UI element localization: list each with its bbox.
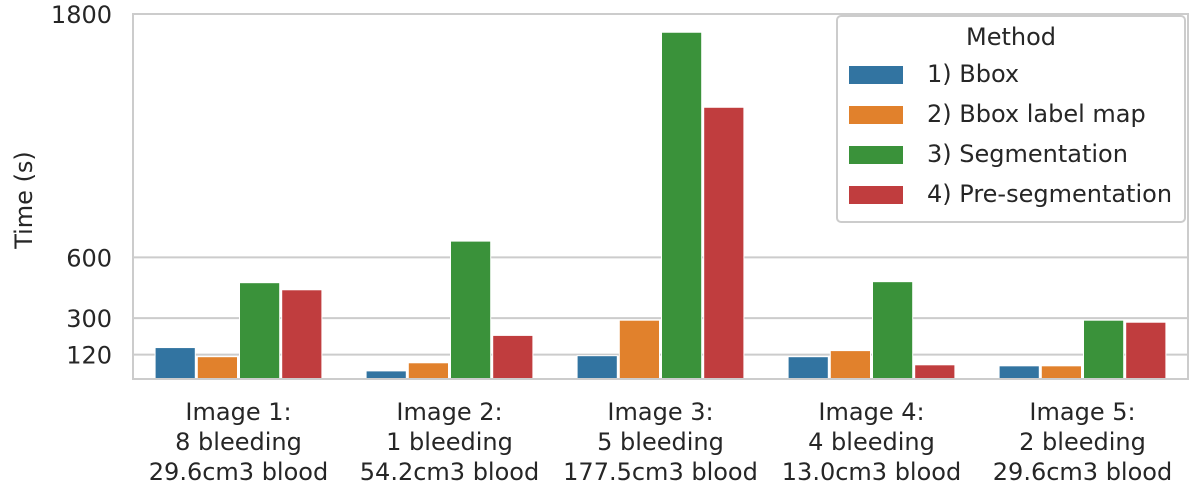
bar xyxy=(1040,365,1083,380)
legend-label: 3) Segmentation xyxy=(927,140,1128,168)
x-tick-label-line: 1 bleeding xyxy=(386,428,513,456)
y-axis-label: Time (s) xyxy=(10,151,38,250)
x-tick-label-line: 4 bleeding xyxy=(808,428,935,456)
x-tick-label-line: 29.6cm3 blood xyxy=(993,458,1172,486)
y-tick-label: 120 xyxy=(66,342,112,370)
y-tick-labels: 120 300 600 1800 xyxy=(51,1,112,370)
legend-swatch xyxy=(849,146,903,164)
legend-box xyxy=(836,15,1186,223)
bar xyxy=(829,350,871,380)
plot-frame xyxy=(132,13,1189,380)
bar xyxy=(492,334,534,380)
bar xyxy=(239,282,281,380)
bar xyxy=(281,289,323,380)
legend-label: 1) Bbox xyxy=(927,60,1019,88)
x-tick-label: Image 1: 8 bleeding 29.6cm3 blood xyxy=(149,398,328,486)
bars xyxy=(154,31,1167,380)
legend: Method 1) Bbox 2) Bbox label map 3) Segment… xyxy=(836,15,1186,223)
x-tick-label-line: 29.6cm3 blood xyxy=(149,458,328,486)
bar xyxy=(576,355,618,380)
y-tick-label: 300 xyxy=(66,305,112,333)
bar xyxy=(1083,319,1125,380)
x-tick-label-line: 54.2cm3 blood xyxy=(360,458,539,486)
bar xyxy=(703,106,745,380)
x-tick-label: Image 5: 2 bleeding 29.6cm3 blood xyxy=(993,398,1172,486)
bar xyxy=(450,240,492,380)
bar xyxy=(872,281,914,380)
bar xyxy=(618,319,660,380)
x-tick-label-line: Image 1: xyxy=(185,398,291,426)
legend-label: 4) Pre-segmentation xyxy=(927,180,1172,208)
legend-swatch xyxy=(849,186,903,204)
x-tick-label-line: Image 2: xyxy=(396,398,502,426)
legend-swatch xyxy=(849,66,903,84)
x-tick-label-line: 177.5cm3 blood xyxy=(563,458,758,486)
x-tick-label-line: Image 5: xyxy=(1029,398,1135,426)
axes xyxy=(132,13,1189,380)
x-tick-label-line: 5 bleeding xyxy=(597,428,724,456)
y-tick-label: 600 xyxy=(66,244,112,272)
x-tick-label-line: 8 bleeding xyxy=(175,428,302,456)
legend-swatch xyxy=(849,106,903,124)
x-tick-label-line: 13.0cm3 blood xyxy=(782,458,961,486)
x-tick-label: Image 4: 4 bleeding 13.0cm3 blood xyxy=(782,398,961,486)
bar xyxy=(154,347,196,380)
y-tick-label: 1800 xyxy=(51,1,112,29)
x-tick-label: Image 3: 5 bleeding 177.5cm3 blood xyxy=(563,398,758,486)
bar xyxy=(196,356,239,380)
bar xyxy=(914,364,956,380)
x-tick-label-line: 2 bleeding xyxy=(1019,428,1146,456)
x-tick-label-line: Image 4: xyxy=(818,398,924,426)
bar xyxy=(1125,321,1167,380)
bar xyxy=(787,356,829,380)
bar xyxy=(998,365,1040,380)
x-tick-label-line: Image 3: xyxy=(607,398,713,426)
x-tick-label: Image 2: 1 bleeding 54.2cm3 blood xyxy=(360,398,539,486)
bar xyxy=(661,31,703,380)
bar xyxy=(407,362,449,380)
bar xyxy=(365,370,407,380)
legend-label: 2) Bbox label map xyxy=(927,100,1146,128)
legend-title: Method xyxy=(966,23,1056,51)
